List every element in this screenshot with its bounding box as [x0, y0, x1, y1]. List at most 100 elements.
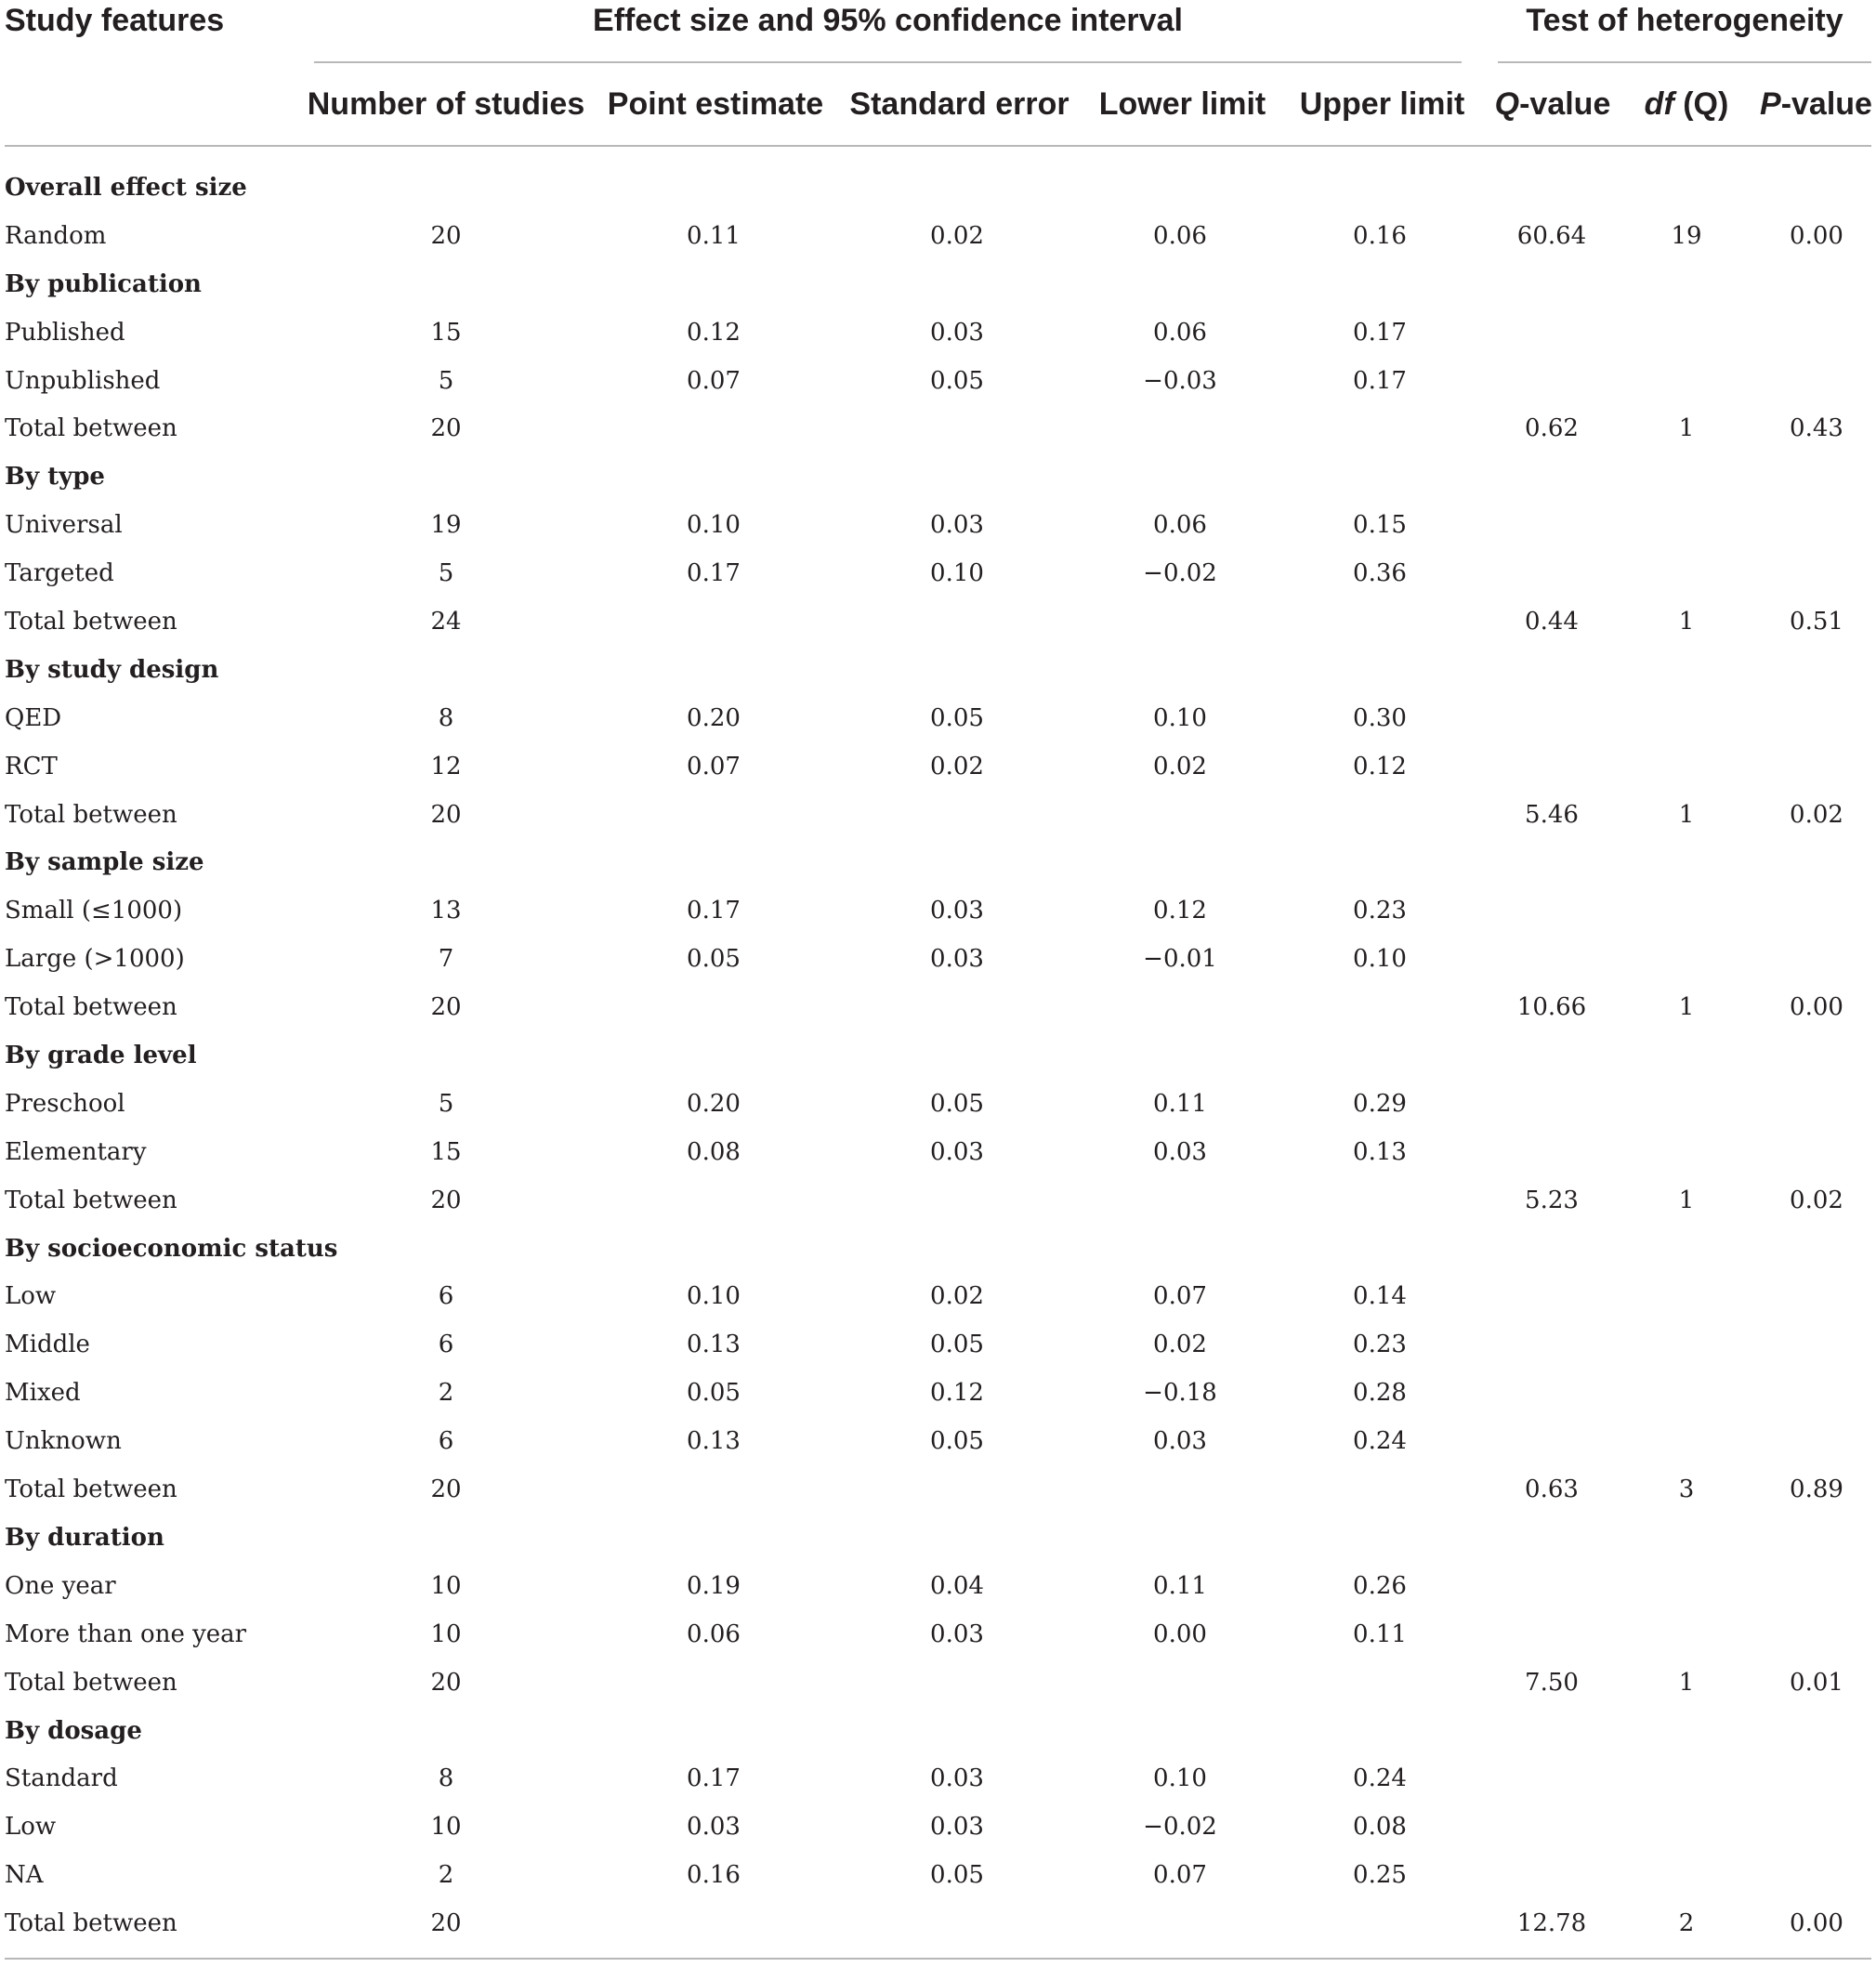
cell-q-value	[1505, 1852, 1598, 1900]
col-header-lower-limit: Lower limit	[1098, 86, 1266, 122]
cell-p-value: 0.02	[1790, 800, 1843, 829]
table-row: Unknown 6 0.13 0.05 0.03 0.24	[0, 1418, 1876, 1466]
row-label: Total between	[5, 1909, 177, 1938]
cell-number-of-studies: 5	[438, 559, 454, 588]
cell-point-estimate: 0.05	[687, 945, 741, 974]
cell-p-value: 0.89	[1790, 1475, 1843, 1504]
cell-p-value	[1770, 502, 1863, 550]
row-label: Standard	[5, 1764, 118, 1793]
cell-standard-error: 0.03	[930, 945, 984, 974]
row-label: Published	[5, 318, 125, 347]
cell-q-value: 5.46	[1525, 800, 1579, 829]
cell-p-value: 0.51	[1790, 608, 1843, 636]
cell-lower-limit	[1087, 984, 1273, 1032]
cell-p-value	[1770, 1852, 1863, 1900]
cell-number-of-studies: 12	[430, 752, 462, 780]
section-label: Overall effect size	[5, 174, 247, 202]
table-row: NA 2 0.16 0.05 0.07 0.25	[0, 1852, 1876, 1900]
table-row: Large (>1000) 7 0.05 0.03 −0.01 0.10	[0, 936, 1876, 984]
cell-point-estimate: 0.20	[687, 703, 741, 732]
cell-df	[1640, 887, 1733, 936]
cell-upper-limit: 0.17	[1353, 318, 1407, 347]
cell-q-value	[1505, 1321, 1598, 1370]
cell-df	[1640, 1563, 1733, 1611]
cell-number-of-studies: 2	[438, 1861, 454, 1890]
cell-upper-limit: 0.30	[1353, 703, 1407, 732]
cell-lower-limit: −0.01	[1143, 945, 1217, 974]
cell-lower-limit	[1087, 405, 1273, 453]
row-label: Unknown	[5, 1427, 122, 1456]
col-header-upper-limit: Upper limit	[1299, 86, 1465, 122]
cell-q-value: 5.23	[1525, 1186, 1579, 1214]
cell-lower-limit: −0.02	[1143, 559, 1217, 588]
cell-q-value	[1505, 309, 1598, 358]
cell-q-value: 0.62	[1525, 414, 1579, 443]
row-label: Mixed	[5, 1379, 81, 1408]
table-row: Targeted 5 0.17 0.10 −0.02 0.36	[0, 550, 1876, 598]
cell-lower-limit	[1087, 1466, 1273, 1515]
cell-df	[1640, 936, 1733, 984]
cell-standard-error: 0.04	[930, 1571, 984, 1600]
row-label: Large (>1000)	[5, 945, 185, 974]
cell-lower-limit: −0.02	[1143, 1813, 1217, 1842]
table-row: Mixed 2 0.05 0.12 −0.18 0.28	[0, 1370, 1876, 1418]
cell-point-estimate: 0.17	[687, 897, 741, 925]
p-value-suffix: -value	[1780, 86, 1872, 122]
cell-p-value	[1770, 1370, 1863, 1418]
cell-lower-limit: 0.00	[1153, 1619, 1207, 1648]
cell-point-estimate: 0.03	[687, 1813, 741, 1842]
cell-lower-limit: 0.10	[1153, 1764, 1207, 1793]
cell-upper-limit: 0.24	[1353, 1427, 1407, 1456]
cell-lower-limit	[1087, 1900, 1273, 1948]
cell-q-value	[1505, 887, 1598, 936]
cell-df: 1	[1678, 993, 1695, 1022]
cell-df	[1640, 1370, 1733, 1418]
cell-q-value: 7.50	[1525, 1668, 1579, 1697]
cell-p-value: 0.00	[1790, 993, 1843, 1022]
cell-lower-limit: 0.06	[1153, 511, 1207, 540]
cell-standard-error	[864, 1659, 1050, 1708]
cell-upper-limit	[1287, 1659, 1473, 1708]
cell-standard-error	[864, 984, 1050, 1032]
table-row: Total between 24 0.44 1 0.51	[0, 598, 1876, 647]
row-label: Targeted	[5, 559, 114, 588]
cell-lower-limit: 0.03	[1153, 1427, 1207, 1456]
table-row: Total between 20 5.23 1 0.02	[0, 1177, 1876, 1226]
cell-p-value	[1770, 743, 1863, 792]
cell-point-estimate: 0.20	[687, 1089, 741, 1118]
cell-point-estimate: 0.17	[687, 1764, 741, 1793]
cell-q-value: 60.64	[1516, 221, 1587, 250]
cell-point-estimate: 0.10	[687, 511, 741, 540]
cell-point-estimate	[621, 1177, 807, 1226]
cell-p-value	[1770, 936, 1863, 984]
cell-standard-error: 0.03	[930, 1137, 984, 1166]
cell-df	[1640, 502, 1733, 550]
cell-q-value	[1505, 1129, 1598, 1177]
cell-number-of-studies: 20	[430, 1186, 462, 1214]
cell-upper-limit	[1287, 1177, 1473, 1226]
cell-lower-limit: 0.10	[1153, 703, 1207, 732]
cell-point-estimate	[621, 1659, 807, 1708]
cell-standard-error	[864, 598, 1050, 647]
cell-number-of-studies: 15	[430, 318, 462, 347]
cell-standard-error	[864, 1177, 1050, 1226]
section-label: By grade level	[5, 1042, 197, 1070]
cell-point-estimate	[621, 405, 807, 453]
cell-lower-limit: 0.06	[1153, 318, 1207, 347]
cell-q-value	[1505, 1563, 1598, 1611]
cell-number-of-studies: 5	[438, 366, 454, 395]
section-label: By publication	[5, 269, 202, 298]
cell-upper-limit: 0.26	[1353, 1571, 1407, 1600]
table-row: Total between 20 12.78 2 0.00	[0, 1900, 1876, 1948]
cell-standard-error	[864, 405, 1050, 453]
cell-number-of-studies: 20	[430, 1909, 462, 1938]
cell-lower-limit	[1087, 598, 1273, 647]
cell-number-of-studies: 6	[438, 1331, 454, 1359]
cell-df	[1640, 1129, 1733, 1177]
cell-standard-error: 0.05	[930, 366, 984, 395]
table-row: QED 8 0.20 0.05 0.10 0.30	[0, 695, 1876, 743]
cell-df: 19	[1671, 221, 1702, 250]
section-header-row: By grade level	[0, 1032, 1876, 1081]
cell-df	[1640, 1081, 1733, 1129]
df-suffix: (Q)	[1673, 86, 1729, 122]
